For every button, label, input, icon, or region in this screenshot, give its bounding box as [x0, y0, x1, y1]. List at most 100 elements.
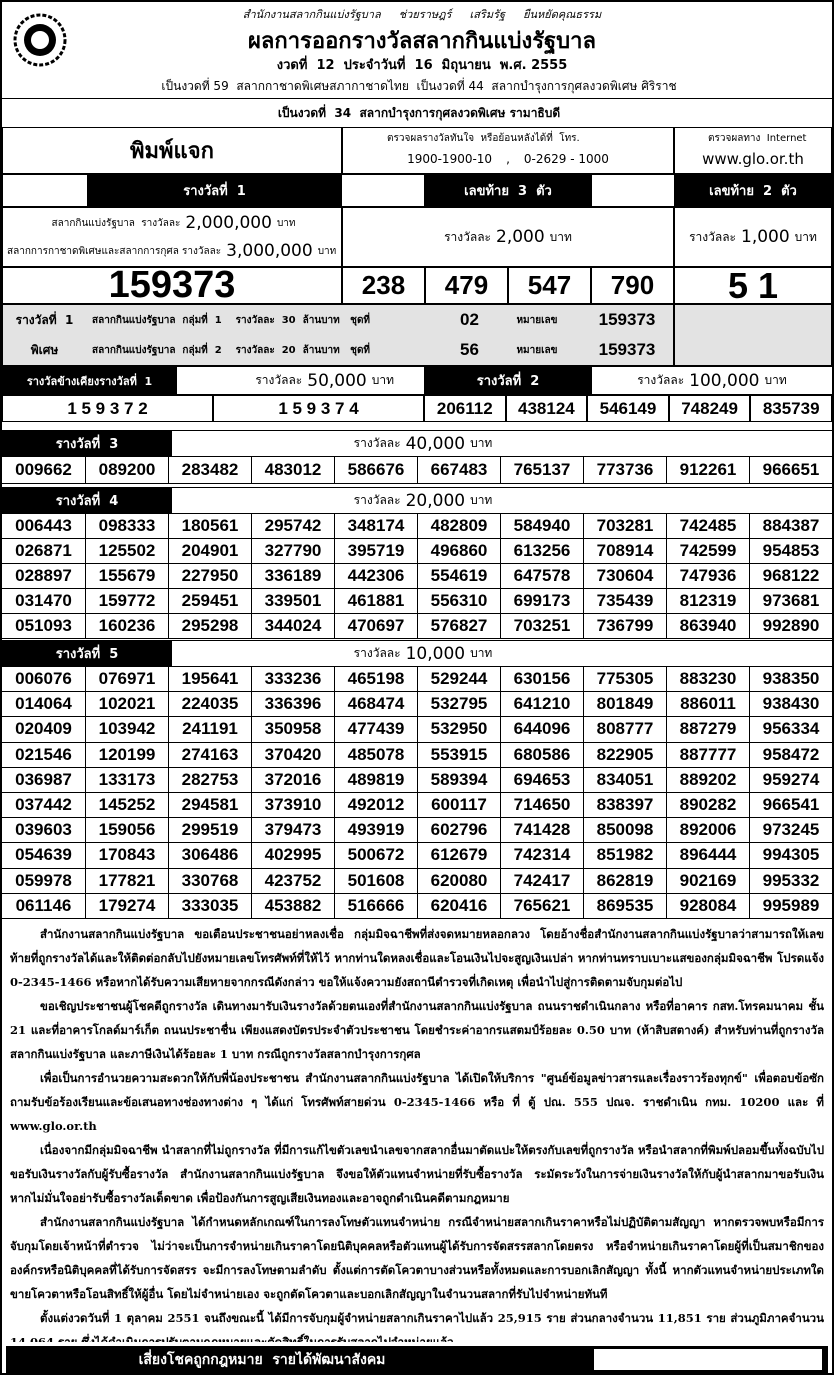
near1-number: 1 5 9 3 7 2 — [2, 395, 213, 422]
prize5-number: 851982 — [583, 843, 666, 869]
amount: 2,000 — [496, 227, 545, 247]
prize5-number: 468474 — [334, 692, 417, 718]
prize3-number: 773736 — [583, 457, 666, 484]
last3-amount: รางวัลละ 2,000 บาท — [342, 207, 674, 267]
unit: บาท — [371, 373, 394, 387]
prize5-number: 850098 — [583, 818, 666, 844]
prize2-number: 748249 — [668, 395, 751, 422]
prize5-number: 966541 — [749, 793, 832, 819]
prize4-number: 699173 — [500, 589, 583, 614]
prize2-number: 438124 — [505, 395, 588, 422]
prize5-number: 274163 — [168, 742, 251, 768]
amount: 1,000 — [741, 227, 790, 247]
unit: บาท — [276, 217, 296, 229]
note-line: เป็นงวดที่ 59 สลากกาชาดพิเศษสภากาชาดไทย … — [2, 75, 832, 99]
prize5-number: 379473 — [251, 818, 334, 844]
prize5-number: 177821 — [85, 868, 168, 894]
prize5-number: 641210 — [500, 692, 583, 718]
prize5-number: 883230 — [666, 667, 749, 693]
prize5-number: 282753 — [168, 767, 251, 793]
near1-label: รางวัลข้างเคียงรางวัลที่ 1 — [2, 366, 177, 395]
special-text: สลากกินแบ่งรัฐบาล กลุ่มที่ 2 รางวัลละ 20… — [92, 344, 371, 356]
prize5-number: 532950 — [417, 717, 500, 743]
unit: บาท — [549, 229, 572, 244]
prize3-number: 283482 — [168, 457, 251, 484]
prize4-number: 735439 — [583, 589, 666, 614]
prize5-number: 485078 — [334, 742, 417, 768]
prize4-number: 160236 — [85, 614, 168, 639]
prize4-number: 339501 — [251, 589, 334, 614]
print-label: พิมพ์แจก — [2, 127, 342, 174]
web-label: ตรวจผลทาง Internet — [708, 132, 807, 144]
title: ผลการออกรางวัลสลากกินแบ่งรัฐบาล — [248, 28, 596, 54]
prize5-number: 465198 — [334, 667, 417, 693]
last2-desc — [674, 207, 832, 267]
prize5-number: 037442 — [2, 793, 85, 819]
prize5-number: 330768 — [168, 868, 251, 894]
phones: 1900-1900-10, 0-2629 - 1000 — [347, 148, 669, 170]
prize3-number: 912261 — [666, 457, 749, 484]
prize5-number: 372016 — [251, 767, 334, 793]
prize1-number: 159373 — [2, 267, 342, 304]
prize5-number: 938430 — [749, 692, 832, 718]
special-label: พิเศษ — [30, 342, 59, 357]
prize5-number: 892006 — [666, 818, 749, 844]
prize5-number: 516666 — [334, 893, 417, 919]
prize-text: รางวัลละ — [689, 229, 736, 244]
prize5-number: 529244 — [417, 667, 500, 693]
prize-text: รางวัลละ — [353, 493, 401, 507]
prize1-desc — [2, 207, 342, 267]
prize5-number: 887777 — [666, 742, 749, 768]
prize4-number: 344024 — [251, 614, 334, 639]
prize5-number: 402995 — [251, 843, 334, 869]
last2-number: 5 1 — [674, 267, 832, 304]
unit: บาท — [470, 646, 493, 660]
prize4-number: 155679 — [85, 564, 168, 589]
prize4-number: 051093 — [2, 614, 85, 639]
prize4-label: รางวัลที่ 4 — [2, 487, 172, 514]
motto-item: ยืนหยัดคุณธรรม — [523, 8, 602, 21]
notice: สำนักงานสลากกินแบ่งรัฐบาล ขอเตือนประชาชน… — [10, 922, 824, 1342]
prize5-number: 489819 — [334, 767, 417, 793]
special-set: 02 — [460, 310, 479, 329]
prize5-number: 059978 — [2, 869, 85, 894]
prize5-number: 133173 — [85, 767, 168, 793]
prize4-number: 703251 — [500, 614, 583, 639]
special-text: สลากกินแบ่งรัฐบาล กลุ่มที่ 1 รางวัลละ 30… — [92, 314, 371, 326]
near1-number: 1 5 9 3 7 4 — [213, 395, 424, 422]
prize4-amount: รางวัลละ 20,000 บาท — [172, 487, 674, 514]
phone: 1900-1900-10 — [407, 152, 493, 166]
motto-item: เสริมรัฐ — [469, 8, 506, 21]
prize5-number: 120199 — [85, 742, 168, 768]
prize5-number: 887279 — [666, 717, 749, 743]
prize5-number: 742314 — [500, 843, 583, 869]
prize5-number: 600117 — [417, 793, 500, 819]
last2-label: เลขท้าย 2 ตัว — [674, 174, 832, 207]
prize5-number: 501608 — [334, 868, 417, 894]
prize5-number: 995989 — [749, 893, 832, 919]
special-side — [674, 304, 832, 366]
prize4-number: 954853 — [749, 539, 832, 564]
prize5-number: 808777 — [583, 717, 666, 743]
phone: , — [506, 152, 510, 166]
prize3-label: รางวัลที่ 3 — [2, 430, 172, 457]
prize5-number: 822905 — [583, 742, 666, 768]
prize4-number: 554619 — [417, 564, 500, 589]
prize5-number: 061146 — [2, 894, 85, 919]
unit: บาท — [794, 229, 817, 244]
web: www.glo.or.th — [702, 150, 804, 168]
prize5-number: 370420 — [251, 742, 334, 768]
prize4-number: 736799 — [583, 614, 666, 639]
prize4-number: 470697 — [334, 614, 417, 639]
prize5-number: 477439 — [334, 717, 417, 743]
prize4-number: 556310 — [417, 589, 500, 614]
prize4-number: 482809 — [417, 514, 500, 539]
prize5-number: 958472 — [749, 742, 832, 768]
amount: 100,000 — [689, 370, 760, 391]
footer-box — [594, 1349, 822, 1370]
special-set: 56 — [460, 340, 479, 359]
prize2-number: 546149 — [587, 395, 669, 422]
special-bg — [2, 304, 674, 366]
last3-desc — [342, 207, 674, 267]
